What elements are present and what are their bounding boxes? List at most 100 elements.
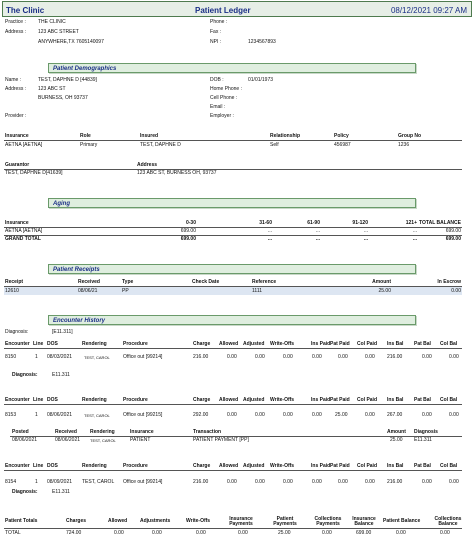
col-header: Diagnosis [414, 429, 438, 435]
diagnosis-label: Diagnosis: [5, 329, 29, 335]
table-cell: Office out [99215] [123, 412, 163, 418]
home-phone-label: Home Phone : [210, 86, 242, 92]
patient-address-1: 123 ABC ST [38, 86, 66, 92]
table-cell: PATIENT PAYMENT [PP] [193, 437, 249, 443]
table-cell: TOTAL [5, 530, 21, 536]
col-header: Rendering [82, 463, 107, 469]
col-header: Write-Offs [186, 518, 211, 524]
col-header: Ins Paid [311, 341, 331, 347]
table-cell: 0.00 [422, 412, 432, 418]
table-cell: 292.00 [193, 412, 209, 418]
table-cell: 25.00 [278, 530, 291, 536]
address-line-2: ANYWHERE,TX 7605140097 [38, 39, 104, 45]
col-header: TOTAL BALANCE [419, 220, 461, 226]
col-header: Write-Offs [270, 397, 295, 403]
col-header: Ins Paid [311, 397, 331, 403]
col-header: Relationship [270, 133, 301, 139]
col-header: Procedure [123, 341, 148, 347]
table-cell: 0.00 [114, 530, 124, 536]
fax-label: Fax : [210, 29, 222, 35]
col-header: Encounter [5, 463, 30, 469]
col-header: Charge [193, 397, 211, 403]
table-cell: TEST, CAROL [82, 479, 115, 485]
table-cell: AETNA [AETNA] [5, 142, 43, 148]
col-header: 121+ [405, 220, 417, 226]
col-header: 0-30 [185, 220, 196, 226]
col-header: Posted [12, 429, 29, 435]
table-cell: ... [363, 236, 368, 242]
col-header: Reference [252, 279, 277, 285]
col-header: Adjusted [243, 397, 265, 403]
col-header: Adjustments [140, 518, 171, 524]
col-header: Col Paid [357, 463, 378, 469]
table-cell: 0.00 [449, 479, 459, 485]
table-cell: 08/06/2021 [55, 437, 81, 443]
col-header: Pat Paid [330, 341, 350, 347]
col-header: Pat Paid [330, 397, 350, 403]
table-cell: 0.00 [312, 354, 322, 360]
col-header: DOS [47, 463, 58, 469]
col-header: Insurance [130, 429, 154, 435]
highlighted-row [4, 287, 462, 295]
section-patient-demographics: Patient Demographics [48, 63, 416, 73]
table-cell: 1 [35, 412, 38, 418]
col-header: Insurance [5, 220, 29, 226]
table-cell: 0.00 [449, 412, 459, 418]
col-header: Patient Totals [5, 518, 38, 524]
col-header: Encounter [5, 341, 30, 347]
col-header: Insured [140, 133, 159, 139]
dob-label: DOB : [210, 77, 224, 83]
diagnosis-value: [E11.311] [52, 329, 73, 335]
table-cell: 0.00 [312, 412, 322, 418]
table-cell: 724.00 [66, 530, 82, 536]
divider [4, 286, 462, 287]
col-header: Rendering [82, 397, 107, 403]
col-header: Line [33, 463, 44, 469]
col-header: Line [33, 397, 44, 403]
col-header: Rendering [82, 341, 107, 347]
table-cell: 123 ABC ST, BURNESS OH, 93737 [137, 170, 217, 176]
table-cell: 8153 [5, 412, 17, 418]
clinic-name: The Clinic [6, 6, 45, 15]
table-cell: TEST, CAROL [84, 355, 110, 360]
col-header: Collections Balance [434, 516, 462, 527]
table-cell: 0.00 [283, 412, 293, 418]
col-header: DOS [47, 397, 58, 403]
col-header: Pat Bal [414, 341, 431, 347]
table-cell: 0.00 [255, 479, 265, 485]
table-cell: 267.00 [387, 412, 403, 418]
table-cell: 0.00 [152, 530, 162, 536]
patient-name: TEST, DAPHNE D [44839] [38, 77, 97, 83]
col-header: Allowed [219, 341, 239, 347]
encounter-diagnosis-value: E11.311 [52, 372, 70, 378]
address-label: Address : [5, 29, 27, 35]
col-header: Ins Paid [311, 463, 331, 469]
npi-label: NPI : [210, 39, 222, 45]
npi-value: 1234567893 [248, 39, 276, 45]
col-header: 91-120 [352, 220, 368, 226]
table-cell: 0.00 [449, 354, 459, 360]
table-cell: ... [363, 228, 368, 234]
patient-address-label: Address : [5, 86, 27, 92]
table-cell: 08/03/2021 [47, 354, 73, 360]
table-cell: 08/06/21 [78, 288, 98, 294]
table-cell: 25.00 [335, 412, 348, 418]
cell-phone-label: Cell Phone : [210, 95, 238, 101]
col-header: Col Bal [440, 341, 458, 347]
divider [4, 235, 462, 236]
col-header: Line [33, 341, 44, 347]
divider [10, 436, 462, 437]
table-cell: 1236 [398, 142, 410, 148]
table-cell: 0.00 [322, 530, 332, 536]
col-header: Policy [334, 133, 349, 139]
col-header: Rendering [90, 429, 115, 435]
table-cell: PP [122, 288, 129, 294]
table-cell: ... [267, 236, 272, 242]
col-header: Ins Bal [387, 463, 404, 469]
col-header: Pat Paid [330, 463, 350, 469]
table-cell: TEST, DAPHNE D [140, 142, 181, 148]
table-cell: ... [412, 228, 417, 234]
page-title: Patient Ledger [195, 6, 251, 15]
col-header: Insurance Balance [352, 516, 376, 527]
col-header: Col Paid [357, 397, 378, 403]
